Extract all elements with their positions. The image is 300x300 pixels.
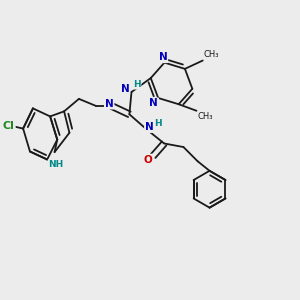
Text: CH₃: CH₃: [197, 112, 213, 121]
Text: N: N: [149, 98, 158, 108]
Text: NH: NH: [48, 160, 64, 169]
Text: N: N: [145, 122, 154, 132]
Text: CH₃: CH₃: [204, 50, 219, 59]
Text: N: N: [105, 99, 114, 109]
Text: N: N: [121, 84, 129, 94]
Text: H: H: [133, 80, 141, 89]
Text: O: O: [143, 154, 152, 164]
Text: H: H: [154, 119, 161, 128]
Text: N: N: [159, 52, 167, 62]
Text: Cl: Cl: [3, 121, 15, 130]
